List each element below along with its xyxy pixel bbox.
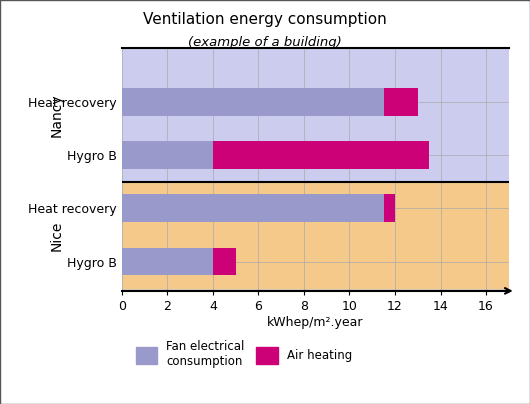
Bar [122, 141, 213, 169]
Text: Nice: Nice [50, 221, 64, 251]
Text: (example of a building): (example of a building) [188, 36, 342, 49]
Bar [122, 194, 384, 222]
Bar [122, 48, 509, 182]
Text: Ventilation energy consumption: Ventilation energy consumption [143, 12, 387, 27]
Text: Nancy: Nancy [50, 93, 64, 137]
Bar [384, 194, 395, 222]
Bar [213, 248, 236, 276]
Bar [122, 182, 509, 288]
Bar [122, 248, 213, 276]
Bar [384, 88, 418, 116]
Bar [213, 141, 429, 169]
X-axis label: kWhep/m².year: kWhep/m².year [267, 316, 364, 329]
Bar [122, 88, 384, 116]
Legend: Fan electrical
consumption, Air heating: Fan electrical consumption, Air heating [136, 341, 352, 368]
